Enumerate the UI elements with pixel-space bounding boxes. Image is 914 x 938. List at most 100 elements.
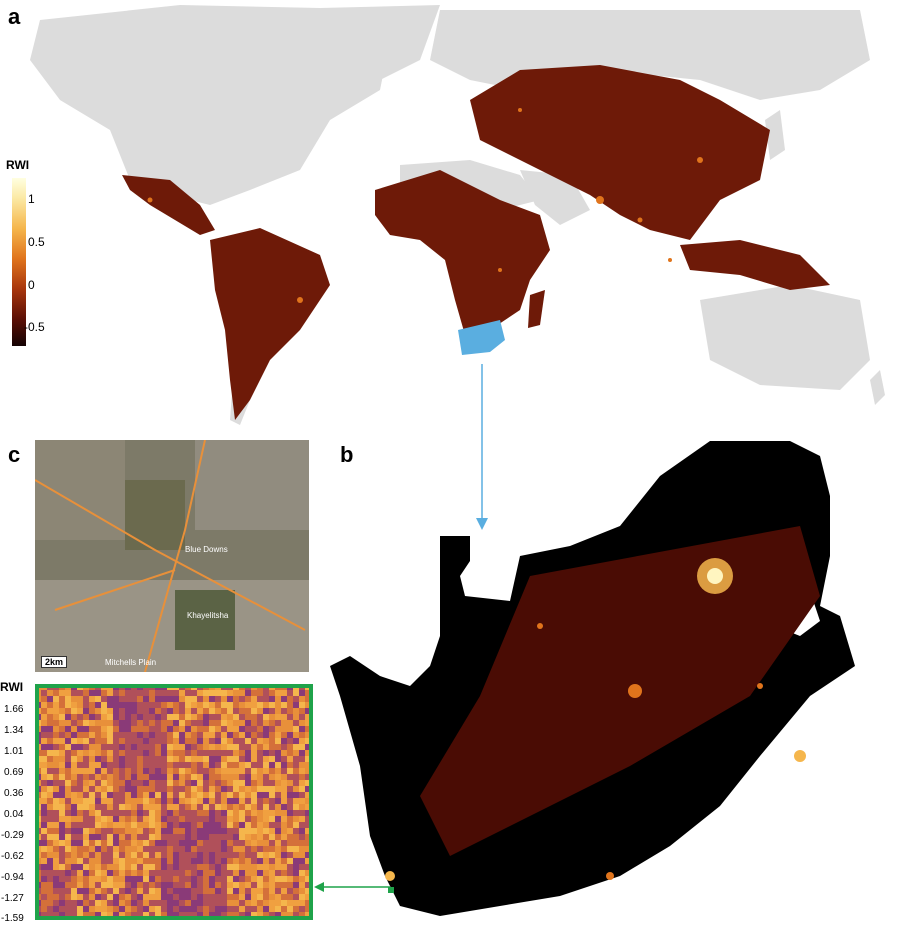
heatmap-cell: [251, 684, 258, 691]
heatmap-cell: [215, 858, 222, 865]
heatmap-cell: [77, 804, 84, 811]
heatmap-cell: [113, 732, 120, 739]
heatmap-cell: [125, 906, 132, 913]
heatmap-cell: [65, 690, 72, 697]
heatmap-cell: [167, 690, 174, 697]
heatmap-cell: [59, 882, 66, 889]
heatmap-cell: [95, 900, 102, 907]
heatmap-cell: [173, 834, 180, 841]
heatmap-cell: [137, 720, 144, 727]
heatmap-cell: [245, 792, 252, 799]
heatmap-cell: [41, 858, 48, 865]
heatmap-cell: [287, 738, 294, 745]
heatmap-cell: [227, 744, 234, 751]
heatmap-cell: [299, 744, 306, 751]
heatmap-cell: [233, 732, 240, 739]
heatmap-cell: [287, 696, 294, 703]
heatmap-cell: [125, 864, 132, 871]
heatmap-cell: [119, 708, 126, 715]
heatmap-cell: [263, 882, 270, 889]
heatmap-cell: [299, 696, 306, 703]
heatmap-cell: [269, 822, 276, 829]
heatmap-cell: [77, 840, 84, 847]
heatmap-cell: [119, 822, 126, 829]
heatmap-cell: [35, 852, 42, 859]
heatmap-cell: [161, 858, 168, 865]
heatmap-cell: [293, 864, 300, 871]
heatmap-cell: [245, 846, 252, 853]
heatmap-cell: [257, 816, 264, 823]
heatmap-cell: [89, 840, 96, 847]
heatmap-cell: [233, 804, 240, 811]
heatmap-cell: [185, 894, 192, 901]
heatmap-cell: [305, 714, 311, 721]
heatmap-cell: [83, 774, 90, 781]
heatmap-cell: [101, 912, 108, 918]
heatmap-cell: [59, 726, 66, 733]
heatmap-cell: [251, 798, 258, 805]
heatmap-cell: [161, 894, 168, 901]
heatmap-cell: [173, 738, 180, 745]
heatmap-cell: [221, 702, 228, 709]
heatmap-cell: [167, 768, 174, 775]
heatmap-cell: [113, 750, 120, 757]
heatmap-cell: [233, 756, 240, 763]
heatmap-cell: [119, 738, 126, 745]
heatmap-cell: [137, 750, 144, 757]
heatmap-cell: [245, 864, 252, 871]
heatmap-cell: [101, 762, 108, 769]
heatmap-cell: [41, 894, 48, 901]
heatmap-cell: [89, 888, 96, 895]
heatmap-cell: [239, 774, 246, 781]
heatmap-cell: [197, 852, 204, 859]
heatmap-cell: [35, 906, 42, 913]
heatmap-cell: [89, 750, 96, 757]
heatmap-cell: [107, 732, 114, 739]
heatmap-cell: [101, 876, 108, 883]
heatmap-cell: [167, 828, 174, 835]
heatmap-cell: [137, 696, 144, 703]
heatmap-cell: [125, 768, 132, 775]
heatmap-cell: [35, 798, 42, 805]
heatmap-cell: [257, 912, 264, 918]
heatmap-cell: [59, 732, 66, 739]
heatmap-cell: [71, 858, 78, 865]
heatmap-cell: [197, 768, 204, 775]
heatmap-cell: [83, 804, 90, 811]
heatmap-cell: [233, 780, 240, 787]
heatmap-cell: [167, 810, 174, 817]
heatmap-cell: [251, 804, 258, 811]
heatmap-cell: [71, 852, 78, 859]
heatmap-cell: [197, 804, 204, 811]
heatmap-cell: [125, 702, 132, 709]
heatmap-cell: [161, 810, 168, 817]
heatmap-cell: [203, 756, 210, 763]
heatmap-cell: [89, 894, 96, 901]
heatmap-cell: [197, 756, 204, 763]
heatmap-cell: [59, 774, 66, 781]
heatmap-cell: [233, 846, 240, 853]
heatmap-cell: [173, 726, 180, 733]
heatmap-cell: [227, 798, 234, 805]
heatmap-cell: [59, 912, 66, 918]
heatmap-cell: [227, 912, 234, 918]
heatmap-cell: [65, 822, 72, 829]
heatmap-cell: [71, 738, 78, 745]
heatmap-cell: [239, 888, 246, 895]
heatmap-cell: [77, 732, 84, 739]
heatmap-cell: [293, 684, 300, 691]
heatmap-cell: [215, 840, 222, 847]
heatmap-cell: [131, 834, 138, 841]
heatmap-cell: [269, 858, 276, 865]
heatmap-cell: [149, 840, 156, 847]
heatmap-cell: [209, 702, 216, 709]
heatmap-cell: [65, 726, 72, 733]
heatmap-cell: [125, 912, 132, 918]
heatmap-cell: [125, 852, 132, 859]
heatmap-cell: [101, 900, 108, 907]
heatmap-cell: [53, 810, 60, 817]
heatmap-cell: [185, 822, 192, 829]
heatmap-cell: [113, 744, 120, 751]
world-legend-colorbar: [12, 178, 26, 346]
heatmap-cell: [287, 780, 294, 787]
